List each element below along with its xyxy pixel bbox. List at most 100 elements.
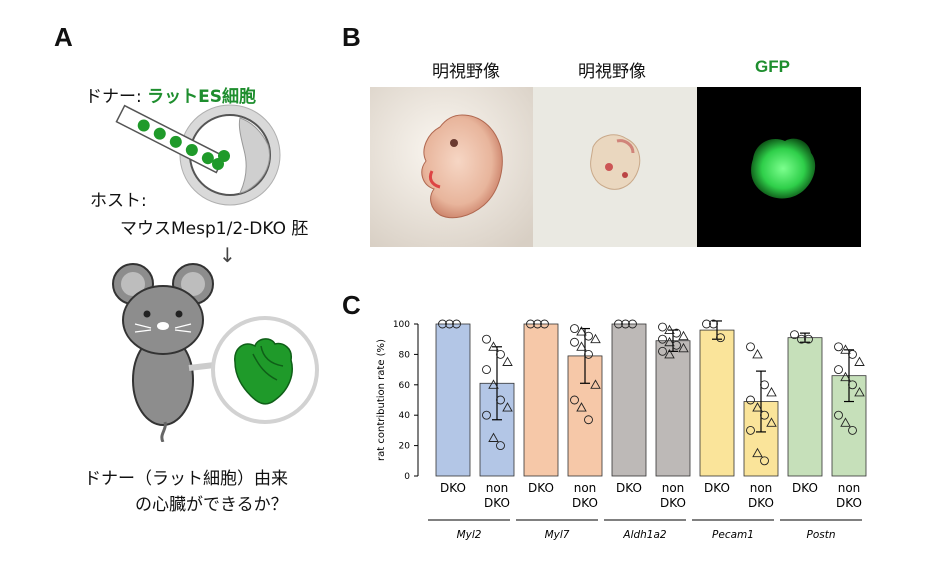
bar	[699, 329, 735, 477]
x-tick-label: non	[574, 481, 597, 495]
data-point-circle	[614, 319, 623, 329]
gene-label: Aldh1a2	[622, 529, 667, 541]
data-point-circle	[628, 319, 637, 329]
data-point-triangle	[664, 324, 675, 335]
data-point-circle	[452, 319, 461, 329]
question-line-1: ドナー（ラット細胞）由来	[84, 469, 288, 489]
x-tick-label: non	[838, 481, 861, 495]
data-point-circle	[834, 342, 843, 352]
donor-label: ドナー: ラットES細胞	[85, 82, 256, 107]
rat-es-cell	[169, 135, 182, 148]
data-point-triangle	[488, 432, 499, 442]
data-point-triangle	[488, 341, 499, 351]
x-tick-label: DKO	[572, 496, 598, 510]
data-point-triangle	[854, 386, 865, 397]
x-tick-label: DKO	[440, 481, 466, 495]
gene-label: Pecam1	[712, 529, 754, 541]
data-point-triangle	[752, 447, 763, 458]
mouse-head	[122, 285, 204, 355]
data-point-circle	[570, 337, 579, 347]
data-point-circle	[621, 319, 630, 329]
down-arrow: ↓	[219, 243, 236, 267]
x-tick-label: DKO	[484, 496, 510, 510]
data-point-triangle	[488, 379, 499, 389]
data-point-circle	[804, 334, 813, 344]
bar	[655, 340, 691, 477]
y-tick-label: 100	[393, 320, 410, 330]
data-point-triangle	[752, 402, 763, 412]
data-point-circle	[760, 380, 769, 390]
data-point-circle	[570, 324, 579, 334]
data-point-circle	[584, 415, 593, 425]
data-point-circle	[570, 395, 579, 405]
y-tick-label: 80	[399, 350, 411, 360]
photo-label-brightfield-2: 明視野像	[578, 62, 646, 82]
injection-diagram	[115, 104, 281, 206]
inner-cell-mass	[238, 117, 271, 194]
data-point-circle	[438, 319, 447, 329]
gene-label: Myl7	[545, 529, 570, 541]
data-point-triangle	[576, 326, 587, 336]
mouse-tail	[160, 421, 167, 442]
data-point-circle	[482, 365, 491, 375]
data-point-circle	[482, 410, 491, 420]
data-point-circle	[672, 328, 681, 338]
data-point-circle	[496, 441, 505, 451]
data-point-circle	[760, 456, 769, 466]
data-point-circle	[533, 319, 542, 329]
data-point-circle	[716, 333, 725, 343]
question-line-2: の心臓ができるか？	[135, 495, 288, 515]
data-point-circle	[834, 410, 843, 420]
data-point-triangle	[854, 356, 865, 366]
data-point-circle	[790, 330, 799, 340]
x-tick-label: non	[486, 481, 509, 495]
y-tick-label: 20	[399, 442, 411, 452]
data-point-circle	[672, 340, 681, 350]
y-tick-label: 0	[404, 472, 410, 482]
data-point-triangle	[840, 344, 851, 354]
mouse-illustration	[112, 263, 319, 442]
rat-es-cell	[137, 119, 150, 132]
contribution-chart: rat contribution rate (%) 0 20 40 60 80 100 DKO…	[376, 319, 867, 541]
rat-es-cell	[185, 144, 198, 157]
gfp-photo	[697, 87, 861, 247]
data-point-triangle	[678, 342, 689, 353]
gene-label: Postn	[807, 529, 836, 541]
data-point-circle	[797, 334, 806, 344]
x-tick-label: DKO	[528, 481, 554, 495]
data-point-circle	[496, 395, 505, 405]
data-point-circle	[746, 425, 755, 435]
data-point-circle	[526, 319, 535, 329]
x-tick-label: non	[750, 481, 773, 495]
data-point-circle	[848, 425, 857, 435]
data-point-triangle	[502, 402, 513, 412]
photo-label-gfp: GFP	[755, 57, 790, 76]
x-tick-label: DKO	[616, 481, 642, 495]
x-tick-label: DKO	[660, 496, 686, 510]
x-tick-label: non	[662, 481, 685, 495]
brightfield-photo-1	[370, 87, 534, 247]
donor-name: ラットES細胞	[147, 87, 256, 107]
data-point-triangle	[840, 371, 851, 382]
data-point-circle	[540, 319, 549, 329]
heart-icon	[234, 338, 293, 405]
data-point-circle	[848, 380, 857, 390]
data-point-circle	[658, 346, 667, 356]
bar	[435, 323, 471, 477]
data-point-triangle	[590, 333, 601, 344]
data-point-circle	[848, 349, 857, 359]
host-label: ホスト:	[90, 191, 147, 211]
data-point-circle	[584, 331, 593, 341]
data-point-triangle	[664, 348, 675, 359]
donor-prefix: ドナー:	[85, 87, 148, 107]
data-point-circle	[658, 322, 667, 332]
data-point-triangle	[840, 417, 851, 427]
data-point-circle	[746, 342, 755, 352]
data-point-triangle	[576, 402, 587, 412]
rat-es-cell	[212, 158, 224, 170]
data-point-triangle	[664, 336, 675, 347]
data-point-triangle	[766, 417, 777, 427]
data-point-circle	[760, 410, 769, 420]
data-point-circle	[584, 349, 593, 359]
bar	[523, 323, 559, 477]
